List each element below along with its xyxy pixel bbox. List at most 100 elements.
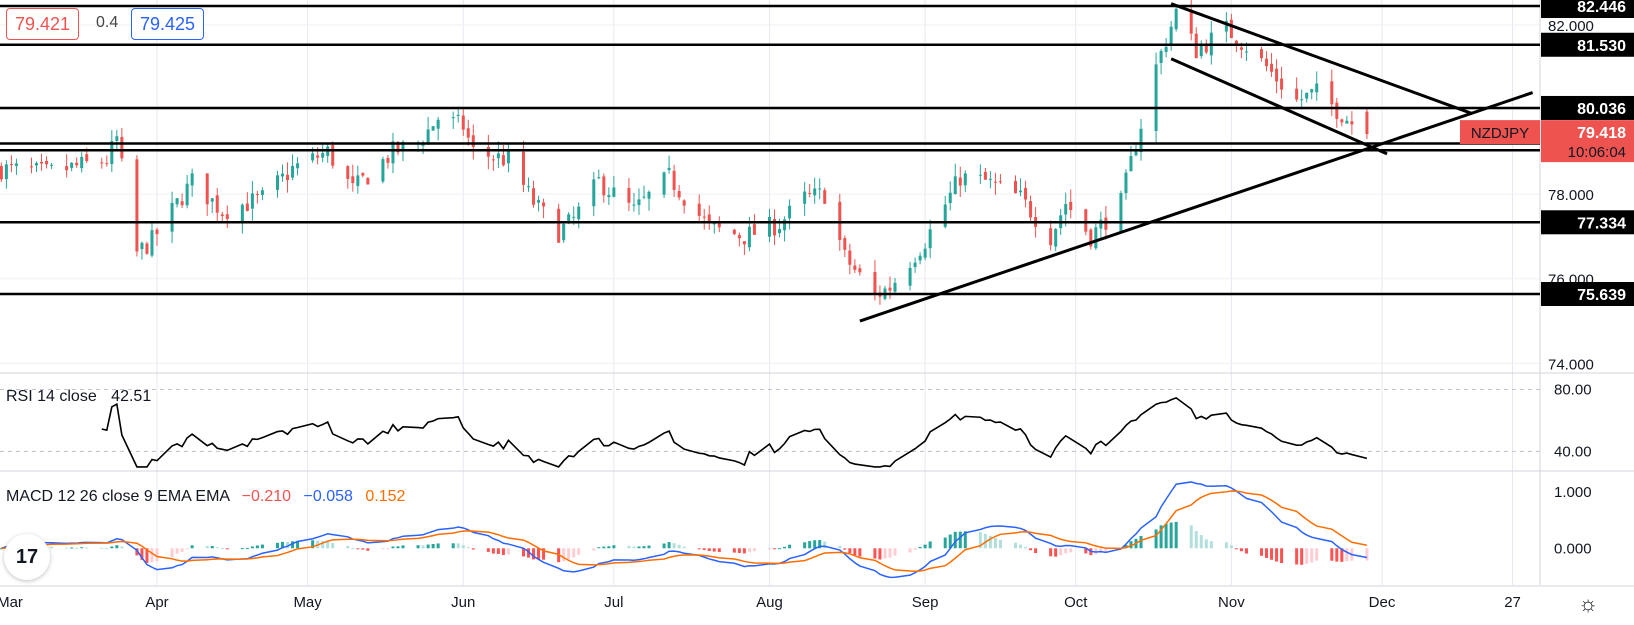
macd-histogram-bar	[1164, 523, 1168, 549]
bid-price-box[interactable]: 79.421	[6, 8, 80, 40]
macd-histogram-bar	[1260, 548, 1264, 556]
macd-histogram-bar	[255, 545, 259, 549]
macd-histogram-bar	[175, 548, 179, 554]
macd-histogram-bar	[466, 547, 470, 549]
candle-body	[773, 218, 777, 236]
candle-body	[145, 243, 149, 254]
x-tick-label: May	[293, 594, 322, 611]
macd-histogram-bar	[667, 542, 671, 549]
macd-histogram-bar	[321, 540, 325, 549]
macd-histogram-bar	[848, 548, 852, 554]
macd-histogram-bar	[537, 548, 541, 560]
x-tick-label: Nov	[1218, 594, 1245, 611]
macd-histogram-bar	[105, 548, 109, 550]
macd-header[interactable]: MACD 12 26 close 9 EMA EMA −0.210 −0.058…	[6, 488, 405, 506]
macd-histogram-bar	[401, 545, 405, 549]
candle-body	[557, 208, 561, 243]
macd-histogram-bar	[1099, 548, 1103, 553]
signal-line	[1, 490, 1368, 573]
candle-body	[521, 151, 526, 185]
macd-tick-label: 0.000	[1554, 540, 1592, 557]
candle-body	[918, 255, 922, 261]
level-label: 81.530	[1577, 38, 1626, 55]
macd-histogram-bar	[180, 548, 184, 552]
macd-histogram-bar	[1204, 539, 1208, 549]
candle-body	[1204, 44, 1208, 53]
macd-histogram-bar	[697, 548, 701, 550]
macd-histogram-bar	[672, 543, 676, 549]
macd-histogram-bar	[311, 540, 315, 549]
macd-histogram-bar	[532, 548, 536, 560]
candle-body	[943, 204, 947, 227]
rsi-line	[101, 396, 1368, 468]
candle-body	[45, 160, 49, 165]
candle-body	[321, 152, 325, 158]
candle-body	[562, 223, 566, 241]
candle-body	[1330, 81, 1334, 105]
candle-body	[1104, 217, 1108, 230]
bid-price: 79.421	[15, 14, 71, 34]
candle-body	[105, 163, 109, 165]
macd-histogram-bar	[1129, 541, 1133, 549]
macd-histogram-bar	[1239, 548, 1243, 552]
rsi-header[interactable]: RSI 14 close 42.51	[6, 388, 151, 406]
macd-histogram-bar	[843, 548, 847, 550]
candle-body	[396, 141, 400, 153]
candle-body	[642, 196, 646, 198]
candle-body	[632, 204, 636, 206]
macd-histogram-bar	[647, 545, 651, 549]
macd-histogram-bar	[682, 546, 686, 549]
candle-body	[346, 166, 350, 179]
candle-body	[893, 282, 897, 292]
candle-body	[85, 154, 89, 162]
macd-histogram-bar	[527, 548, 531, 558]
candle-body	[451, 117, 455, 119]
candle-body	[215, 195, 219, 213]
macd-histogram-bar	[486, 548, 490, 552]
candle-body	[255, 193, 259, 195]
macd-histogram-bar	[275, 542, 279, 549]
macd-histogram-bar	[80, 547, 84, 549]
candle-body	[1094, 227, 1098, 249]
candle-body	[40, 161, 44, 164]
macd-histogram-bar	[451, 543, 455, 549]
macd-histogram-bar	[998, 539, 1002, 549]
macd-histogram-bar	[396, 546, 400, 549]
candle-body	[813, 188, 817, 196]
macd-histogram-bar	[1295, 548, 1299, 565]
macd-histogram-bar	[190, 545, 194, 549]
candle-body	[607, 195, 611, 198]
macd-histogram-bar	[732, 548, 736, 553]
candle-body	[1164, 46, 1168, 52]
macd-histogram-bar	[506, 548, 510, 555]
candle-body	[637, 199, 641, 206]
macd-histogram-bar	[426, 544, 430, 549]
tradingview-logo[interactable]: 17	[4, 534, 50, 580]
candle-body	[361, 172, 365, 176]
candle-body	[612, 187, 616, 197]
candle-body	[461, 115, 465, 130]
candle-body	[1129, 155, 1133, 172]
macd-histogram-bar	[637, 546, 641, 549]
macd-histogram-bar	[542, 548, 546, 560]
candle-body	[808, 192, 812, 194]
macd-histogram-bar	[1024, 547, 1028, 549]
macd-histogram-bar	[215, 547, 219, 549]
ask-price-box[interactable]: 79.425	[131, 8, 205, 40]
candle-body	[366, 178, 370, 185]
candle-body	[291, 165, 295, 178]
macd-histogram-bar	[1280, 548, 1284, 564]
gear-icon[interactable]: ☼	[1578, 591, 1599, 616]
candle-body	[567, 214, 571, 223]
macd-histogram-bar	[140, 548, 144, 560]
macd-histogram-bar	[170, 548, 174, 558]
macd-histogram-bar	[351, 548, 355, 550]
candle-body	[1305, 92, 1309, 99]
time-axis: Mar Apr May Jun Jul Aug Sep Oct Nov Dec 27	[0, 594, 1521, 611]
macd-histogram-bar	[1209, 541, 1213, 549]
macd-histogram-bar	[1124, 544, 1128, 549]
candle-body	[597, 177, 601, 179]
candle-body	[542, 202, 546, 207]
level-label: 77.334	[1577, 215, 1626, 232]
